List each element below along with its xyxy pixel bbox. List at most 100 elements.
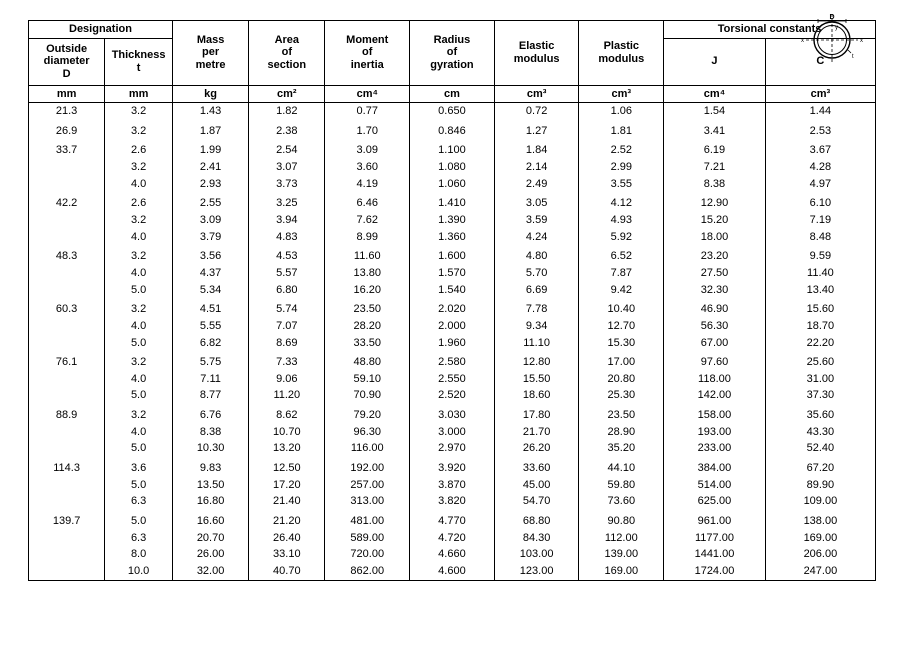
cell-Ze: 54.70 <box>494 493 579 510</box>
cell-t: 6.3 <box>105 530 173 547</box>
cell-I: 7.62 <box>325 212 410 229</box>
cell-Ze: 26.20 <box>494 440 579 457</box>
cell-J: 27.50 <box>664 265 766 282</box>
cell-C: 109.00 <box>765 493 875 510</box>
cell-t: 5.0 <box>105 335 173 352</box>
cell-Zp: 23.50 <box>579 404 664 424</box>
cell-t: 4.0 <box>105 176 173 193</box>
cell-area: 5.74 <box>249 298 325 318</box>
cell-J: 97.60 <box>664 351 766 371</box>
cell-t: 5.0 <box>105 387 173 404</box>
cell-mass: 26.00 <box>172 546 248 563</box>
cell-D <box>29 335 105 352</box>
cell-r: 3.030 <box>410 404 495 424</box>
cell-J: 1724.00 <box>664 563 766 580</box>
cell-area: 40.70 <box>249 563 325 580</box>
table-row: 10.032.0040.70862.004.600123.00169.00172… <box>29 563 876 580</box>
cell-Ze: 7.78 <box>494 298 579 318</box>
cell-r: 0.846 <box>410 120 495 140</box>
cell-area: 9.06 <box>249 371 325 388</box>
cell-C: 22.20 <box>765 335 875 352</box>
cell-D: 26.9 <box>29 120 105 140</box>
cell-mass: 7.11 <box>172 371 248 388</box>
cell-r: 0.650 <box>410 103 495 120</box>
cell-Zp: 59.80 <box>579 477 664 494</box>
cell-area: 2.54 <box>249 139 325 159</box>
cell-I: 13.80 <box>325 265 410 282</box>
cell-J: 233.00 <box>664 440 766 457</box>
cell-r: 3.000 <box>410 424 495 441</box>
table-row: 88.93.26.768.6279.203.03017.8023.50158.0… <box>29 404 876 424</box>
cell-t: 4.0 <box>105 424 173 441</box>
header-mass: Masspermetre <box>172 21 248 86</box>
cell-r: 1.390 <box>410 212 495 229</box>
cell-r: 1.600 <box>410 245 495 265</box>
header-elastic: Elasticmodulus <box>494 21 579 86</box>
cell-Zp: 28.90 <box>579 424 664 441</box>
table-row: 114.33.69.8312.50192.003.92033.6044.1038… <box>29 457 876 477</box>
cell-area: 26.40 <box>249 530 325 547</box>
cell-C: 31.00 <box>765 371 875 388</box>
cell-area: 8.69 <box>249 335 325 352</box>
cell-area: 10.70 <box>249 424 325 441</box>
section-diagram: D y x x t <box>800 12 864 67</box>
cell-Ze: 12.80 <box>494 351 579 371</box>
cell-D: 139.7 <box>29 510 105 530</box>
cell-I: 1.70 <box>325 120 410 140</box>
cell-D: 48.3 <box>29 245 105 265</box>
cell-mass: 10.30 <box>172 440 248 457</box>
cell-Ze: 1.27 <box>494 120 579 140</box>
cell-D <box>29 282 105 299</box>
cell-C: 1.44 <box>765 103 875 120</box>
cell-area: 2.38 <box>249 120 325 140</box>
cell-Zp: 7.87 <box>579 265 664 282</box>
cell-I: 59.10 <box>325 371 410 388</box>
cell-Ze: 11.10 <box>494 335 579 352</box>
cell-r: 1.100 <box>410 139 495 159</box>
cell-mass: 2.41 <box>172 159 248 176</box>
cell-r: 1.410 <box>410 192 495 212</box>
cell-t: 5.0 <box>105 282 173 299</box>
cell-mass: 4.51 <box>172 298 248 318</box>
cell-area: 3.94 <box>249 212 325 229</box>
diagram-label-t: t <box>852 54 854 60</box>
cell-C: 25.60 <box>765 351 875 371</box>
cell-t: 3.2 <box>105 212 173 229</box>
cell-r: 2.970 <box>410 440 495 457</box>
cell-mass: 4.37 <box>172 265 248 282</box>
unit-kg: kg <box>172 85 248 103</box>
cell-area: 13.20 <box>249 440 325 457</box>
cell-area: 21.40 <box>249 493 325 510</box>
cell-Ze: 9.34 <box>494 318 579 335</box>
cell-Zp: 6.52 <box>579 245 664 265</box>
table-row: 5.010.3013.20116.002.97026.2035.20233.00… <box>29 440 876 457</box>
cell-I: 720.00 <box>325 546 410 563</box>
cell-Ze: 4.24 <box>494 229 579 246</box>
cell-I: 28.20 <box>325 318 410 335</box>
cell-mass: 5.75 <box>172 351 248 371</box>
cell-r: 2.550 <box>410 371 495 388</box>
cell-I: 313.00 <box>325 493 410 510</box>
cell-D: 60.3 <box>29 298 105 318</box>
cell-Zp: 25.30 <box>579 387 664 404</box>
cell-I: 116.00 <box>325 440 410 457</box>
diagram-label-D: D <box>829 14 834 21</box>
cell-area: 5.57 <box>249 265 325 282</box>
cell-Zp: 35.20 <box>579 440 664 457</box>
cell-I: 8.99 <box>325 229 410 246</box>
unit-mm-2: mm <box>105 85 173 103</box>
cell-Ze: 2.14 <box>494 159 579 176</box>
cell-r: 2.000 <box>410 318 495 335</box>
cell-Ze: 1.84 <box>494 139 579 159</box>
cell-C: 89.90 <box>765 477 875 494</box>
table-row: 21.33.21.431.820.770.6500.721.061.541.44 <box>29 103 876 120</box>
cell-Zp: 10.40 <box>579 298 664 318</box>
cell-C: 18.70 <box>765 318 875 335</box>
cell-I: 0.77 <box>325 103 410 120</box>
cell-mass: 2.55 <box>172 192 248 212</box>
cell-D: 42.2 <box>29 192 105 212</box>
cell-C: 67.20 <box>765 457 875 477</box>
cell-t: 2.6 <box>105 139 173 159</box>
cell-Zp: 2.52 <box>579 139 664 159</box>
cell-C: 13.40 <box>765 282 875 299</box>
